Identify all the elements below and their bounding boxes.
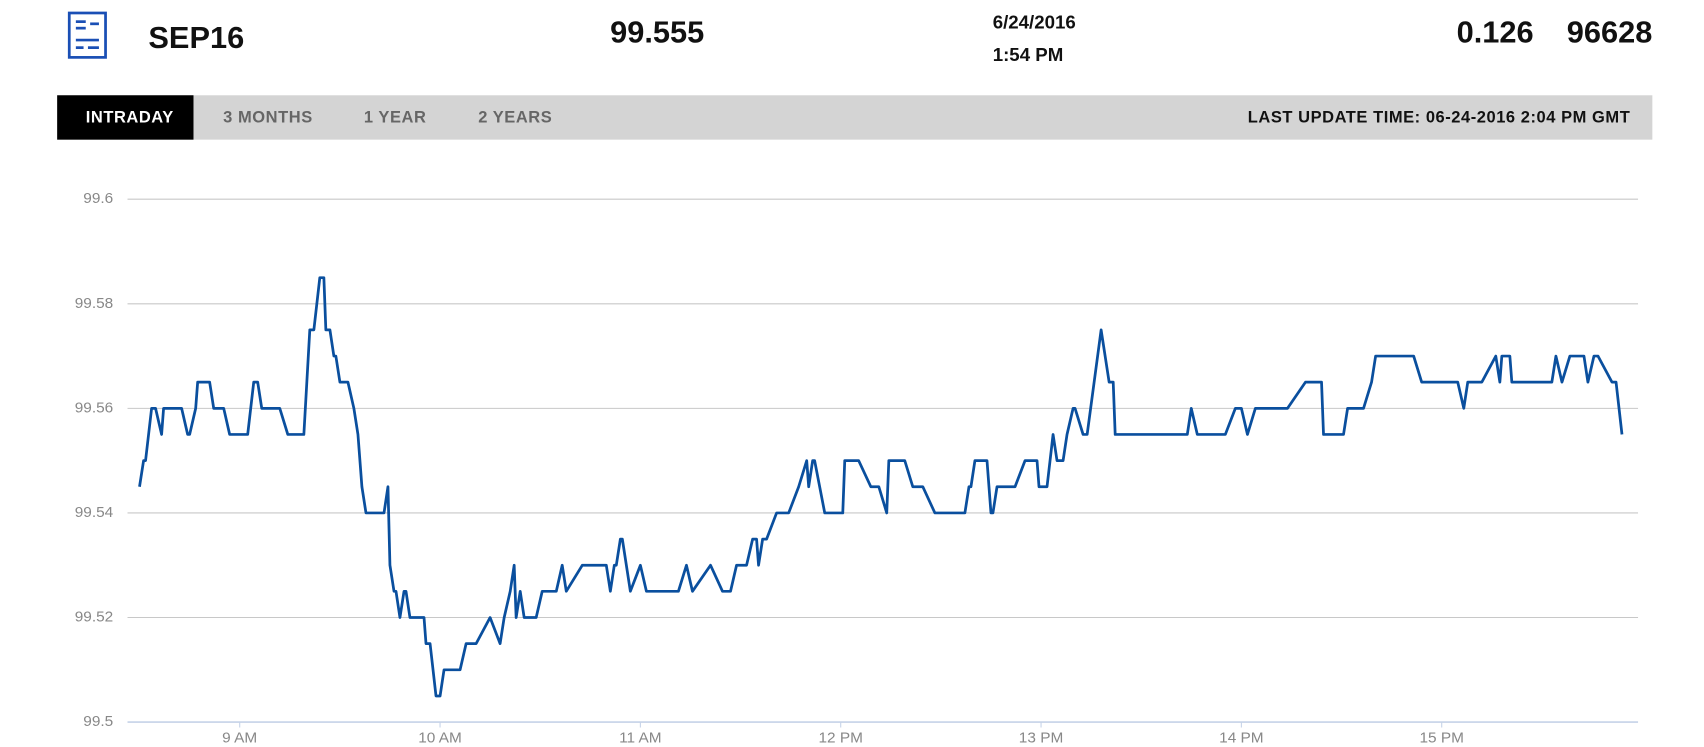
- x-tick-label: 10 AM: [418, 729, 462, 746]
- y-tick-label: 99.58: [75, 295, 113, 312]
- symbol: SEP16: [148, 21, 244, 55]
- price: 99.555: [610, 16, 704, 50]
- volume: 96628: [1567, 16, 1653, 50]
- y-tick-label: 99.5: [83, 713, 113, 730]
- x-tick-label: 14 PM: [1219, 729, 1263, 746]
- y-tick-label: 99.52: [75, 609, 113, 626]
- x-tick-label: 11 AM: [619, 729, 661, 746]
- tab-bar: [57, 95, 1653, 140]
- tab[interactable]: 1 YEAR: [364, 108, 427, 126]
- x-tick-label: 12 PM: [818, 729, 862, 746]
- x-tick-label: 9 AM: [222, 729, 257, 746]
- x-tick-label: 13 PM: [1019, 729, 1063, 746]
- tab[interactable]: INTRADAY: [86, 108, 174, 126]
- quote-icon: [67, 11, 107, 59]
- plot: 99.5 99.52 99.54 99.56 99.58 99.6 9 AM 10 AM 11 …: [75, 190, 1639, 746]
- tab[interactable]: 2 YEARS: [478, 108, 552, 126]
- y-tick-label: 99.56: [75, 399, 113, 416]
- change: 0.126: [1457, 16, 1534, 50]
- y-tick-label: 99.54: [75, 504, 114, 521]
- tab[interactable]: 3 MONTHS: [223, 108, 313, 126]
- active-tab[interactable]: [57, 95, 194, 140]
- y-tick-label: 99.6: [83, 190, 113, 207]
- date: 6/24/2016: [993, 12, 1076, 33]
- price-line: [138, 276, 1624, 698]
- last-update: LAST UPDATE TIME: 06-24-2016 2:04 PM GMT: [1248, 108, 1631, 126]
- time: 1:54 PM: [993, 44, 1064, 65]
- x-tick-label: 15 PM: [1419, 729, 1463, 746]
